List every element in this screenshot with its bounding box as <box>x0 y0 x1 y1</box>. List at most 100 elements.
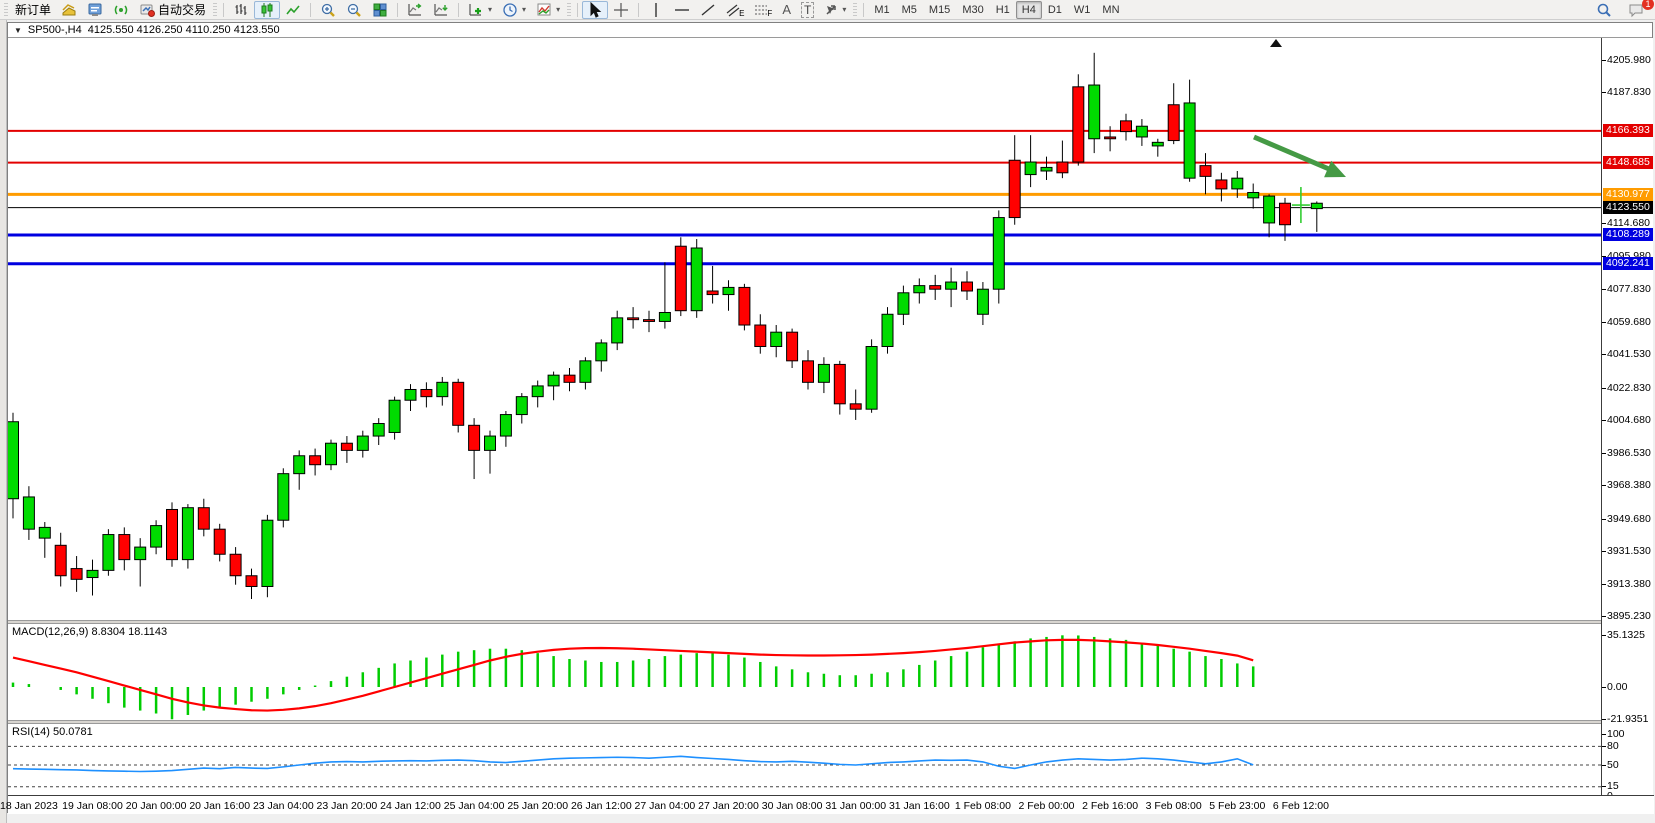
line-chart-icon <box>286 4 300 14</box>
panel-splitter[interactable] <box>8 620 1652 624</box>
toolbar-grip[interactable] <box>4 2 8 17</box>
time-tick-label: 27 Jan 20:00 <box>698 800 759 812</box>
equidistant-channel-tool-button[interactable]: E <box>721 1 749 19</box>
timeframe-button-m15[interactable]: M15 <box>928 3 951 16</box>
price-tick-label: 4205.980 <box>1602 53 1651 66</box>
dropdown-caret-icon: ▾ <box>522 5 527 14</box>
zoom-in-button[interactable] <box>315 1 341 19</box>
price-line-label: 4130.977 <box>1603 187 1653 201</box>
price-axis[interactable]: 4205.9804187.8304114.6804095.9804077.830… <box>1601 38 1653 802</box>
toolbar-separator <box>310 2 312 17</box>
time-tick-label: 18 Jan 2023 <box>0 800 58 812</box>
timeframe-button-m30[interactable]: M30 <box>962 3 984 16</box>
chart-title-bar[interactable]: ▼ SP500-,H4 4125.550 4126.250 4110.250 4… <box>8 23 1652 38</box>
timeframe-button-w1[interactable]: W1 <box>1073 3 1091 16</box>
timeframe-button-h4[interactable]: H4 <box>1015 0 1042 19</box>
macd-label: MACD(12,26,9) 8.8304 18.1143 <box>12 626 168 638</box>
vertical-line-tool-button[interactable] <box>643 1 669 19</box>
rsi-panel[interactable]: RSI(14) 50.0781 <box>8 724 1601 795</box>
timeframe-button-m1[interactable]: M1 <box>874 3 890 16</box>
toolbar-grip[interactable] <box>567 2 572 17</box>
time-tick-label: 19 Jan 08:00 <box>62 800 123 812</box>
time-tick-label: 25 Jan 04:00 <box>443 800 505 812</box>
toolbar-right-group: 1 <box>1591 0 1654 19</box>
fibonacci-letter: F <box>767 9 773 18</box>
auto-scroll-icon <box>408 2 422 16</box>
vertical-line-icon <box>655 2 657 17</box>
panel-splitter[interactable] <box>8 720 1652 724</box>
price-tick-label: 3949.680 <box>1602 512 1651 525</box>
dropdown-caret-icon: ▾ <box>488 5 493 14</box>
auto-scroll-button[interactable] <box>402 1 428 19</box>
macd-canvas[interactable] <box>8 624 1601 720</box>
price-line-label: 4108.289 <box>1603 228 1653 242</box>
time-tick-label: 3 Feb 08:00 <box>1145 800 1202 812</box>
time-tick-label: 20 Jan 16:00 <box>189 800 251 812</box>
cursor-tool-button[interactable] <box>582 0 609 19</box>
chart-window: ▼ SP500-,H4 4125.550 4126.250 4110.250 4… <box>0 22 1654 814</box>
time-tick-label: 24 Jan 12:00 <box>380 800 441 812</box>
chart-shift-marker-icon[interactable] <box>1270 39 1282 47</box>
toolbar-separator <box>223 2 225 17</box>
zoom-out-icon <box>347 3 361 17</box>
timeframe-button-mn[interactable]: MN <box>1102 3 1120 16</box>
text-tool-button[interactable]: A <box>777 1 796 19</box>
templates-button[interactable]: ▾ <box>531 1 565 19</box>
price-tick-label: 4041.530 <box>1602 348 1651 360</box>
toolbar-grip[interactable] <box>853 2 858 17</box>
price-tick-label: 3895.230 <box>1602 610 1651 623</box>
trendline-tool-button[interactable] <box>695 1 721 19</box>
channel-letter: E <box>739 9 745 18</box>
price-tick-label: 35.1325 <box>1602 628 1645 641</box>
arrows-icon <box>826 4 837 15</box>
time-tick-label: 2 Feb 00:00 <box>1018 800 1075 812</box>
new-order-button[interactable]: 新订单 <box>10 1 56 19</box>
timeframe-button-d1[interactable]: D1 <box>1047 3 1062 16</box>
line-chart-mode-button[interactable] <box>280 1 306 19</box>
fibonacci-tool-button[interactable]: F <box>749 1 777 19</box>
bar-chart-mode-button[interactable] <box>228 1 254 19</box>
new-chart-button[interactable] <box>56 1 82 19</box>
chart-shift-icon <box>434 3 448 16</box>
clock-icon <box>503 2 517 17</box>
notifications-button[interactable]: 1 <box>1623 0 1654 19</box>
time-tick-label: 2 Feb 16:00 <box>1082 800 1139 812</box>
auto-trading-button[interactable]: 自动交易 <box>134 1 211 19</box>
indicators-button[interactable]: ▾ <box>463 1 497 19</box>
price-chart-panel[interactable] <box>8 38 1601 620</box>
toolbar: 新订单 自动交易 <box>0 0 1655 20</box>
price-tick-label: 4077.830 <box>1602 283 1651 295</box>
price-tick-label: 15 <box>1602 780 1619 793</box>
channel-icon <box>726 4 740 16</box>
auto-trading-icon <box>140 4 156 17</box>
signal-button[interactable] <box>108 1 134 19</box>
signal-icon <box>114 5 128 14</box>
chart-shift-button[interactable] <box>428 1 454 19</box>
periods-button[interactable]: ▾ <box>497 1 531 19</box>
new-chart-icon <box>62 3 76 15</box>
horizontal-line-tool-button[interactable] <box>669 1 695 19</box>
crosshair-tool-button[interactable] <box>608 1 634 19</box>
search-button[interactable] <box>1591 1 1617 19</box>
text-tool-letter: A <box>782 2 791 17</box>
price-tick-label: 3931.530 <box>1602 545 1651 557</box>
time-axis[interactable]: 18 Jan 2023 19 Jan 08:00 20 Jan 00:00 20 Ja… <box>0 795 1654 814</box>
tile-windows-button[interactable] <box>367 1 393 19</box>
zoom-out-button[interactable] <box>341 1 367 19</box>
collapse-triangle-icon[interactable]: ▼ <box>14 25 22 35</box>
market-watch-button[interactable] <box>82 1 108 19</box>
toolbar-separator <box>863 2 865 17</box>
text-label-tool-button[interactable]: T <box>796 1 819 19</box>
macd-panel[interactable]: MACD(12,26,9) 8.8304 18.1143 <box>8 624 1601 720</box>
time-tick-label: 20 Jan 00:00 <box>125 800 187 812</box>
fibonacci-icon <box>755 4 768 15</box>
arrows-tool-button[interactable]: ▾ <box>819 1 851 19</box>
candlestick-mode-button[interactable] <box>254 0 281 19</box>
price-chart-canvas[interactable] <box>8 38 1601 620</box>
price-tick-label: 4114.680 <box>1601 217 1651 229</box>
timeframe-button-m5[interactable]: M5 <box>901 3 917 16</box>
rsi-canvas[interactable] <box>8 724 1601 795</box>
timeframe-button-h1[interactable]: H1 <box>995 3 1010 16</box>
time-tick-label: 23 Jan 04:00 <box>252 800 314 812</box>
toolbar-grip[interactable] <box>213 2 218 17</box>
